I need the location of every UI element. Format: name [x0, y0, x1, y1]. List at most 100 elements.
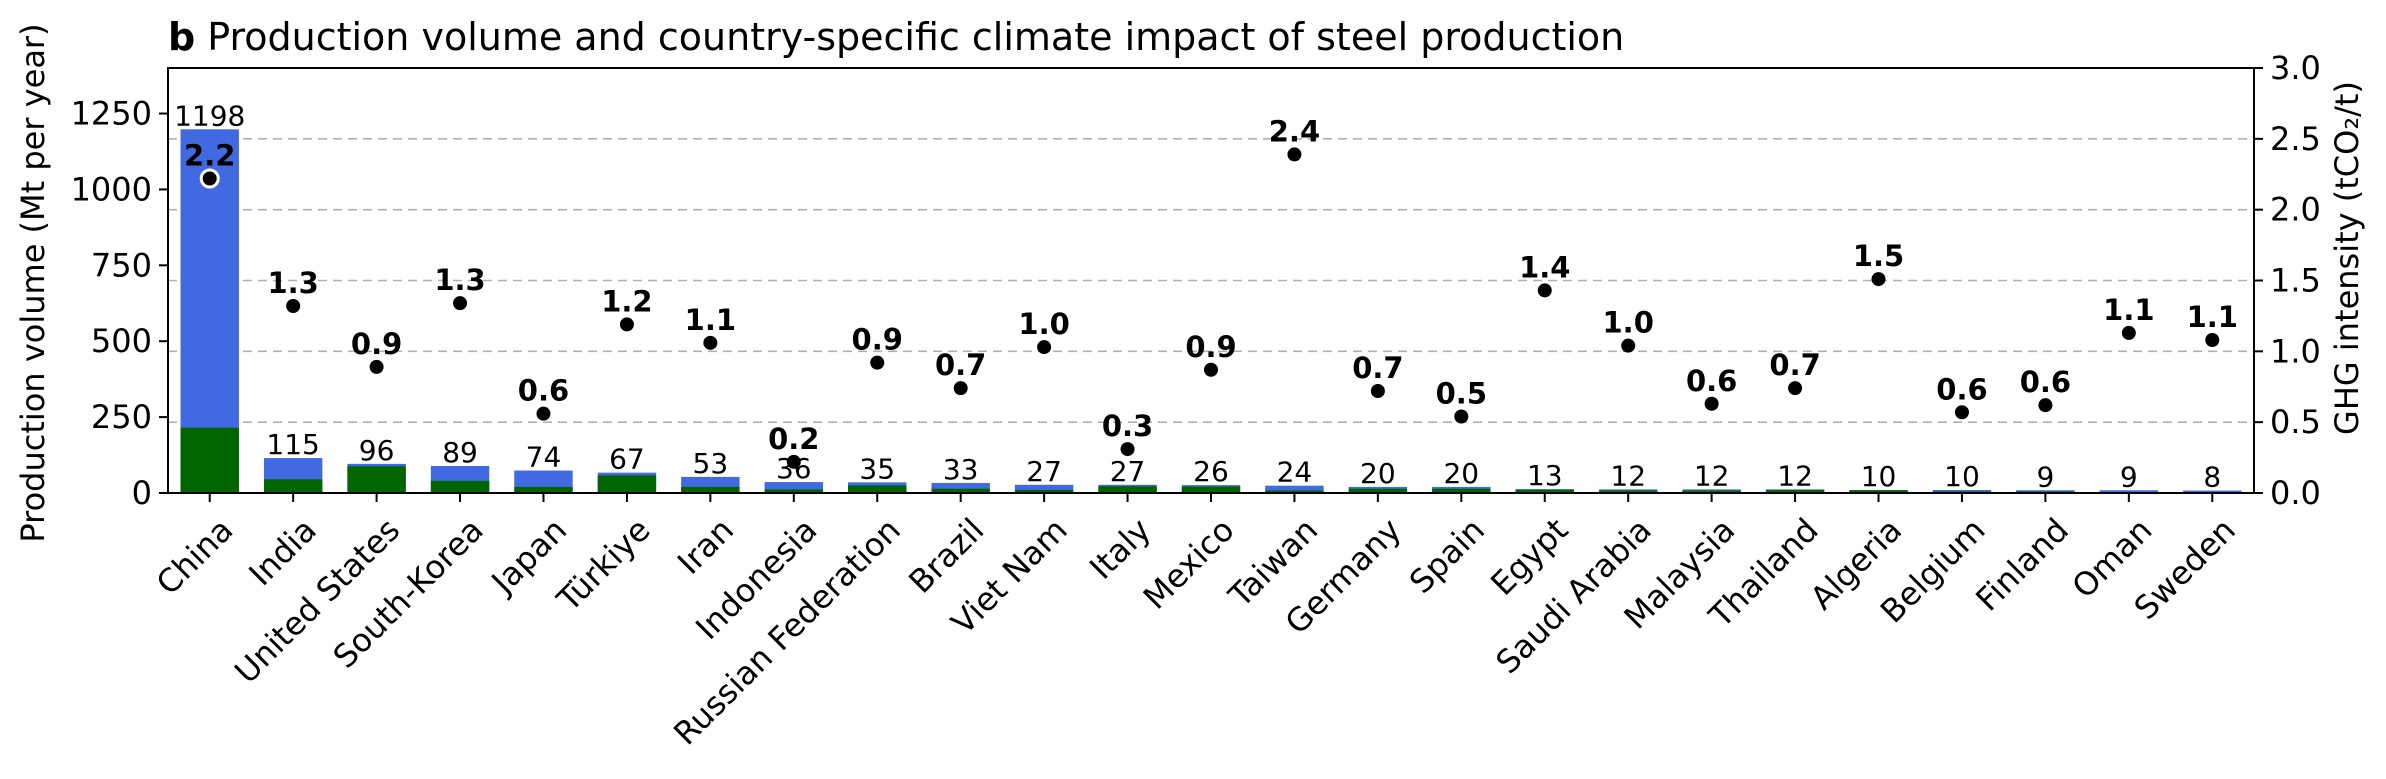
ghg-point	[199, 168, 220, 189]
ghg-point	[1287, 147, 1302, 162]
ghg-value-label: 2.4	[1269, 114, 1320, 148]
bar-value-label: 33	[943, 453, 979, 486]
ghg-point	[870, 355, 885, 370]
bar-green-share	[597, 475, 657, 493]
chart-title-text: Production volume and country-specific c…	[207, 15, 1624, 59]
ghg-point	[1370, 384, 1385, 398]
ghg-point	[1204, 362, 1218, 377]
bar-green-share	[681, 486, 740, 493]
bar-green-share	[514, 486, 573, 493]
chart-title: b Production volume and country-specific …	[168, 15, 1624, 59]
y-tick-label-right: 2.5	[2270, 120, 2321, 158]
x-tick-label: Spain	[1402, 511, 1492, 601]
x-tick-label: Türkiye	[549, 511, 658, 620]
ghg-value-label: 1.0	[1603, 306, 1654, 340]
bars	[180, 129, 2242, 494]
ghg-point	[786, 454, 801, 469]
y-tick-label-right: 0.0	[2270, 474, 2321, 512]
ghg-value-label: 1.1	[2103, 293, 2154, 327]
ghg-value-label: 0.9	[1185, 330, 1236, 364]
ghg-point	[1871, 272, 1886, 287]
chart-title-tag: b	[168, 15, 195, 59]
bar-green-share	[764, 489, 824, 493]
bar-green-share	[1181, 486, 1241, 493]
ghg-value-label: 0.6	[1686, 364, 1737, 398]
bar-green-share	[180, 427, 239, 493]
y-axis-label-left: Production volume (Mt per year)	[14, 23, 52, 542]
ghg-point	[536, 406, 551, 421]
y-tick-label-right: 2.0	[2270, 191, 2321, 229]
bar-value-label: 26	[1193, 455, 1229, 488]
bar-green-share	[263, 479, 323, 493]
ghg-value-label: 0.2	[768, 422, 819, 456]
bar-green-share	[1682, 490, 1741, 493]
bar-green-share	[1014, 489, 1074, 493]
bar-value-label: 8	[2203, 461, 2221, 494]
ghg-value-label: 2.2	[184, 139, 235, 173]
bar-green-share	[1515, 489, 1574, 493]
ghg-value-label: 0.6	[2020, 365, 2071, 399]
bar-total	[764, 482, 824, 493]
ghg-value-label: 1.5	[1853, 239, 1904, 273]
bar-value-label: 96	[359, 434, 395, 467]
bar-green-share	[430, 480, 490, 493]
ghg-point	[1954, 405, 1969, 420]
y-tick-label-left: 1000	[71, 170, 152, 208]
y-tick-label-left: 250	[91, 398, 152, 436]
ghg-point	[286, 299, 301, 313]
ghg-value-label: 1.1	[2187, 300, 2238, 334]
ghg-point	[2121, 325, 2136, 340]
bar-value-label: 35	[859, 452, 895, 485]
ghg-point	[1621, 338, 1636, 353]
bar-value-label: 10	[1861, 460, 1897, 493]
bar-green-share	[1598, 490, 1658, 493]
ghg-point	[453, 296, 468, 311]
ghg-point	[369, 359, 384, 374]
ghg-value-label: 1.3	[434, 263, 485, 297]
y-tick-label-right: 1.0	[2270, 332, 2321, 370]
ghg-value-label: 1.0	[1018, 307, 1069, 341]
bar-value-label: 115	[266, 428, 319, 461]
bar-value-label: 9	[2036, 460, 2054, 493]
gridlines	[168, 138, 2254, 423]
bar-value-label: 74	[526, 441, 562, 474]
bar-value-label: 24	[1277, 456, 1313, 489]
bar-value-label: 53	[693, 447, 729, 480]
y-axis-label-right: GHG intensity (tCO₂/t)	[2328, 81, 2366, 435]
x-tick-label: Finland	[1968, 511, 2076, 619]
bar-green-share	[931, 488, 990, 493]
bar-value-label: 1198	[174, 99, 245, 132]
x-tick-label: Mexico	[1136, 511, 1242, 617]
y-tick-label-left: 1250	[71, 95, 152, 133]
bar-green-share	[848, 485, 907, 493]
bar-green-share	[1765, 489, 1825, 493]
bar-total	[931, 482, 990, 493]
ghg-points: 2.2 1.3 0.9 1.3 0.6 1.2 1.1 0.2 0.9 0.7 1.0 0.3 0.9 2…	[184, 114, 2238, 469]
bar-total	[2183, 490, 2242, 493]
x-tick-label: Italy	[1082, 511, 1158, 587]
ghg-point	[1120, 442, 1135, 457]
bar-green-share	[1348, 488, 1408, 493]
bar-green-share	[1098, 486, 1157, 493]
ghg-value-label: 0.9	[852, 323, 903, 357]
ghg-value-label: 0.7	[1352, 351, 1403, 385]
bar-value-label: 67	[609, 443, 645, 476]
bar-value-label: 27	[1026, 455, 1062, 488]
ghg-value-label: 0.7	[1769, 348, 1820, 382]
bar-value-label: 9	[2120, 460, 2138, 493]
y-tick-label-right: 0.5	[2270, 403, 2321, 441]
y-tick-label-left: 750	[91, 246, 152, 284]
bar-total	[1265, 485, 1324, 493]
ghg-value-label: 1.2	[601, 284, 652, 318]
y-tick-label-left: 500	[91, 322, 152, 360]
bar-value-label: 10	[1944, 460, 1980, 493]
ghg-point	[1037, 340, 1052, 355]
ghg-value-label: 0.6	[518, 374, 569, 408]
ghg-point	[619, 317, 634, 332]
ghg-value-label: 1.1	[685, 303, 736, 337]
ghg-point	[703, 335, 718, 350]
ghg-point	[1704, 396, 1719, 411]
ghg-value-label: 0.7	[935, 348, 986, 382]
bar-total	[1014, 484, 1074, 493]
ghg-point	[2205, 333, 2220, 347]
